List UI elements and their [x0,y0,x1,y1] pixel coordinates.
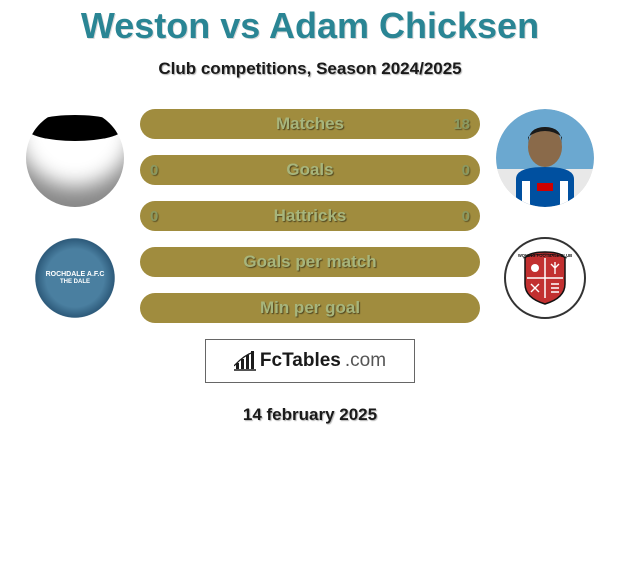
stat-value-right: 18 [453,109,470,139]
stat-bars: Matches18Goals00Hattricks00Goals per mat… [130,109,490,323]
left-club-badge: ROCHDALE A.F.CTHE DALE [34,237,116,319]
stat-bar: Goals0 0 [140,155,480,185]
left-player-col: ROCHDALE A.F.CTHE DALE [20,109,130,319]
fctables-logo: FcTables.com [205,339,415,383]
comparison-row: ROCHDALE A.F.CTHE DALE Matches18Goals00H… [0,109,620,323]
stat-value-left: 0 [150,201,158,231]
stat-label: Matches [140,109,480,139]
stat-value-right: 0 [462,201,470,231]
logo-text-suffix: .com [345,350,386,372]
stat-bar: Hattricks0 0 [140,201,480,231]
right-club-badge: WOKING FOOTBALL CLUB [504,237,586,319]
right-player-image [496,109,594,207]
logo-text-main: FcTables [260,350,341,372]
page-subtitle: Club competitions, Season 2024/2025 [158,59,461,79]
svg-text:WOKING FOOTBALL CLUB: WOKING FOOTBALL CLUB [518,253,572,258]
page-title: Weston vs Adam Chicksen [81,5,539,47]
stat-label: Goals per match [140,247,480,277]
right-player-col: WOKING FOOTBALL CLUB [490,109,600,319]
stat-label: Min per goal [140,293,480,323]
bar-chart-icon [234,351,256,371]
stat-bar: Matches18 [140,109,480,139]
stat-bar: Goals per match [140,247,480,277]
left-club-badge-text: ROCHDALE A.F.CTHE DALE [46,271,105,285]
left-player-image [26,109,124,207]
stat-bar: Min per goal [140,293,480,323]
stat-label: Goals [140,155,480,185]
stat-value-left: 0 [150,155,158,185]
stat-label: Hattricks [140,201,480,231]
date-text: 14 february 2025 [243,405,377,425]
stat-value-right: 0 [462,155,470,185]
